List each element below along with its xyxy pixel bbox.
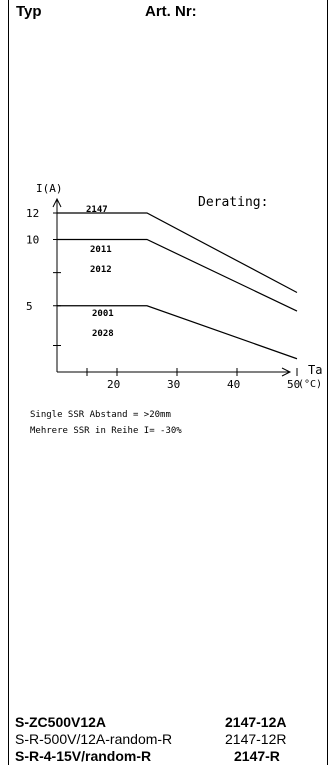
product-type: S-ZC500V12A xyxy=(15,714,107,730)
series-label-2028: 2028 xyxy=(92,329,114,339)
x-axis-arrow xyxy=(281,367,292,377)
typ-header: Typ xyxy=(16,3,42,20)
y-tick-label: 10 xyxy=(26,234,39,247)
note-multiple-ssr: Mehrere SSR in Reihe I= -30% xyxy=(30,426,182,436)
series-label-2147: 2147 xyxy=(86,205,108,215)
document-frame xyxy=(8,0,328,765)
y-tick-label: 5 xyxy=(26,300,33,313)
series-line-3 xyxy=(57,305,298,360)
x-tick-label: 30 xyxy=(167,378,180,391)
x-tick-label: 20 xyxy=(107,378,120,391)
x-axis-unit: (°C) xyxy=(298,379,322,390)
derating-chart: I(A) Derating: Ta (°C) 12 10 5 20 30 40 50 214… xyxy=(26,182,322,436)
art-nr-header: Art. Nr: xyxy=(145,3,197,20)
note-single-ssr: Single SSR Abstand = >20mm xyxy=(30,410,171,420)
series-label-2012: 2012 xyxy=(90,265,112,275)
x-tick-label: 50 xyxy=(287,378,300,391)
x-tick-label: 40 xyxy=(227,378,240,391)
x-axis-label: Ta xyxy=(308,363,322,377)
product-art-nr: 2147-12R xyxy=(225,731,287,747)
product-type: S-R-4-15V/random-R xyxy=(15,748,152,764)
y-axis-arrow xyxy=(52,197,62,208)
y-axis-label: I(A) xyxy=(36,182,63,195)
product-type: S-R-500V/12A-random-R xyxy=(15,731,173,747)
series-line-2 xyxy=(57,238,298,312)
chart-title: Derating: xyxy=(198,195,268,210)
y-tick-label: 12 xyxy=(26,207,39,220)
product-art-nr: 2147-R xyxy=(234,748,280,764)
product-art-nr: 2147-12A xyxy=(225,714,287,730)
series-label-2001: 2001 xyxy=(92,309,114,319)
series-label-2011: 2011 xyxy=(90,245,112,255)
series-line-1 xyxy=(57,212,298,294)
